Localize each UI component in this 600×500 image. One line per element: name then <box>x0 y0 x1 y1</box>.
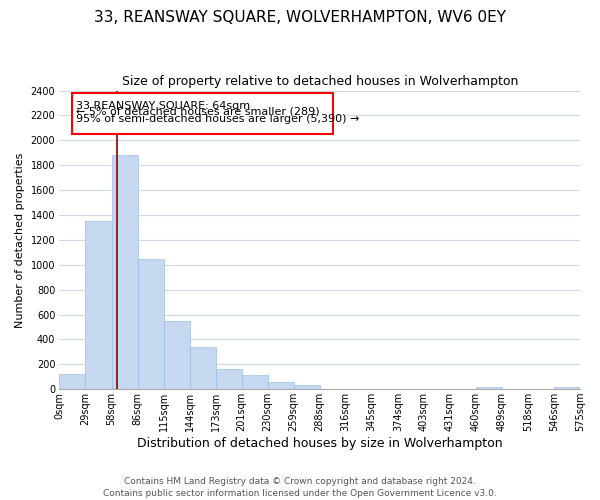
Title: Size of property relative to detached houses in Wolverhampton: Size of property relative to detached ho… <box>122 75 518 88</box>
X-axis label: Distribution of detached houses by size in Wolverhampton: Distribution of detached houses by size … <box>137 437 503 450</box>
Bar <box>59 374 85 389</box>
Bar <box>190 347 215 389</box>
Text: ← 5% of detached houses are smaller (289): ← 5% of detached houses are smaller (289… <box>76 106 320 117</box>
Text: 33, REANSWAY SQUARE, WOLVERHAMPTON, WV6 0EY: 33, REANSWAY SQUARE, WOLVERHAMPTON, WV6 … <box>94 10 506 25</box>
Bar <box>215 370 242 389</box>
Bar <box>554 388 580 389</box>
Bar <box>268 382 294 389</box>
Bar <box>112 156 137 389</box>
Text: 33 REANSWAY SQUARE: 64sqm: 33 REANSWAY SQUARE: 64sqm <box>76 100 251 110</box>
Bar <box>164 320 190 389</box>
Y-axis label: Number of detached properties: Number of detached properties <box>15 152 25 328</box>
Bar <box>242 376 268 389</box>
Text: Contains HM Land Registry data © Crown copyright and database right 2024.
Contai: Contains HM Land Registry data © Crown c… <box>103 476 497 498</box>
Bar <box>476 388 502 389</box>
Text: 95% of semi-detached houses are larger (5,390) →: 95% of semi-detached houses are larger (… <box>76 114 360 124</box>
Bar <box>85 221 112 389</box>
Bar <box>73 93 333 134</box>
Bar <box>137 258 164 389</box>
Bar <box>294 386 320 389</box>
